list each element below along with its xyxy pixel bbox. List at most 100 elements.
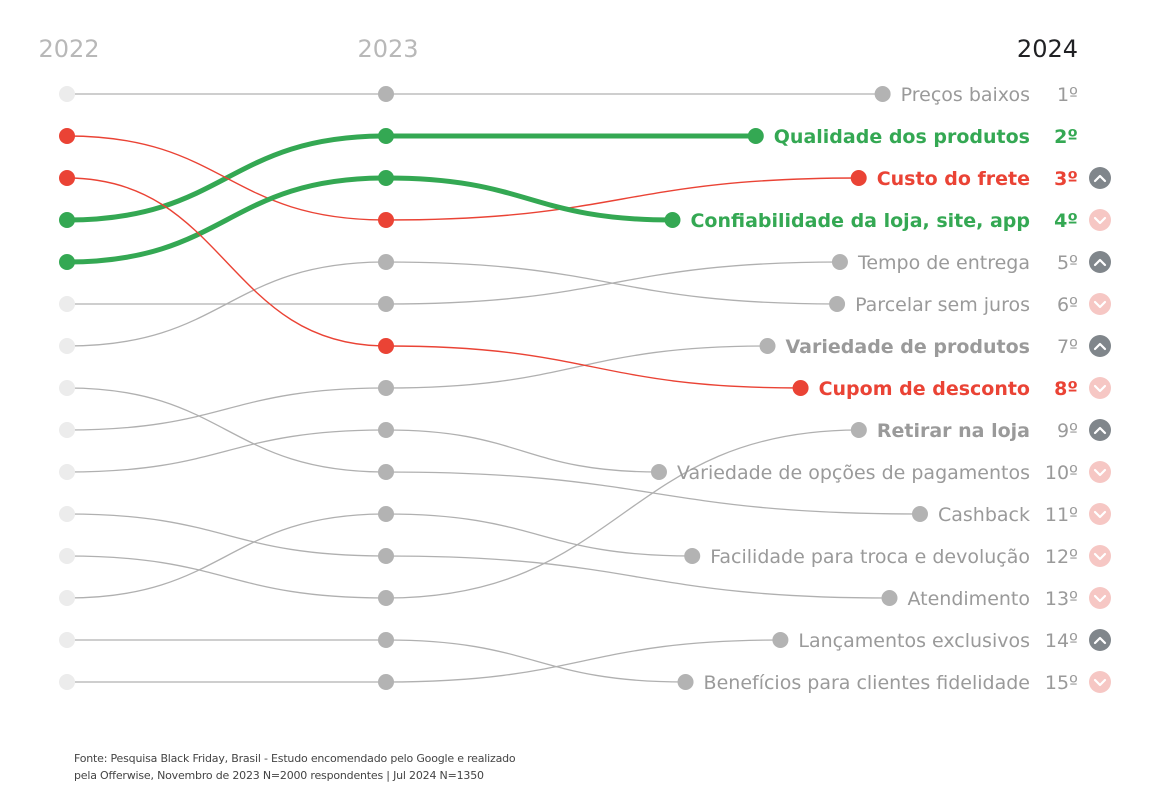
- dot-precos-baixos-2023: [378, 86, 394, 102]
- line-cupom-de-desconto-2023-2024: [385, 345, 801, 389]
- line-facilidade-para-troca-e-devolucao-2023-2024: [385, 513, 693, 557]
- trend-icons: [1089, 167, 1111, 693]
- chevron-up-icon-retirar-na-loja: [1089, 419, 1111, 441]
- rank-parcelar-sem-juros: 6º: [1057, 294, 1078, 316]
- chevron-up-icon-variedade-de-produtos: [1089, 335, 1111, 357]
- label-precos-baixos: Preços baixos: [901, 84, 1030, 106]
- dot-cupom-de-desconto-2024: [792, 380, 809, 396]
- dot-retirar-na-loja-2022: [59, 548, 75, 564]
- line-variedade-de-opcoes-de-pagamentos-2023-2024: [385, 429, 659, 473]
- dot-custo-do-frete-2024: [850, 170, 867, 186]
- dot-parcelar-sem-juros-2023: [378, 254, 394, 270]
- line-custo-do-frete-2023-2024: [385, 177, 859, 221]
- dot-facilidade-para-troca-e-devolucao-2024: [684, 548, 701, 564]
- line-facilidade-para-troca-e-devolucao-2022-2023: [66, 513, 387, 599]
- rank-precos-baixos: 1º: [1057, 84, 1078, 106]
- dot-beneficios-para-clientes-fidelidade-2022: [59, 632, 75, 648]
- dot-custo-do-frete-2023: [378, 212, 394, 228]
- label-cupom-de-desconto: Cupom de desconto: [819, 378, 1030, 400]
- rank-cashback: 11º: [1045, 504, 1078, 526]
- label-custo-do-frete: Custo do frete: [877, 168, 1030, 190]
- chevron-up-icon-custo-do-frete: [1089, 167, 1111, 189]
- dot-facilidade-para-troca-e-devolucao-2022: [59, 590, 75, 606]
- dot-confiabilidade-da-loja-site-app-2024: [664, 212, 681, 228]
- dot-facilidade-para-troca-e-devolucao-2023: [378, 506, 394, 522]
- label-beneficios-para-clientes-fidelidade: Benefícios para clientes fidelidade: [704, 672, 1030, 694]
- chevron-down-icon-beneficios-para-clientes-fidelidade: [1089, 671, 1111, 693]
- chevron-down-icon-variedade-de-opcoes-de-pagamentos: [1089, 461, 1111, 483]
- rank-atendimento: 13º: [1045, 588, 1078, 610]
- rank-variedade-de-opcoes-de-pagamentos: 10º: [1045, 462, 1078, 484]
- rank-facilidade-para-troca-e-devolucao: 12º: [1045, 546, 1078, 568]
- line-variedade-de-opcoes-de-pagamentos-2022-2023: [66, 429, 387, 473]
- line-cashback-2022-2023: [66, 387, 387, 473]
- label-confiabilidade-da-loja-site-app: Confiabilidade da loja, site, app: [690, 210, 1030, 232]
- dot-lancamentos-exclusivos-2022: [59, 674, 75, 690]
- line-retirar-na-loja-2022-2023: [66, 555, 387, 599]
- line-parcelar-sem-juros-2022-2023: [66, 261, 387, 347]
- dot-custo-do-frete-2022: [59, 128, 75, 144]
- dot-tempo-de-entrega-2024: [831, 254, 848, 270]
- dot-tempo-de-entrega-2023: [378, 296, 394, 312]
- label-tempo-de-entrega: Tempo de entrega: [857, 252, 1030, 274]
- line-atendimento-2023-2024: [385, 555, 890, 599]
- label-atendimento: Atendimento: [908, 588, 1031, 610]
- year-label-2023: 2023: [357, 35, 418, 63]
- category-labels: Preços baixos 1º Tempo de entrega 5º Parcela…: [677, 84, 1078, 694]
- line-variedade-de-produtos-2023-2024: [385, 345, 768, 389]
- rank-tempo-de-entrega: 5º: [1057, 252, 1078, 274]
- rank-qualidade-dos-produtos: 2º: [1054, 126, 1078, 148]
- line-lancamentos-exclusivos-2023-2024: [385, 639, 781, 683]
- line-cashback-2023-2024: [385, 471, 920, 515]
- label-cashback: Cashback: [938, 504, 1030, 526]
- dot-atendimento-2023: [378, 548, 394, 564]
- rank-lancamentos-exclusivos: 14º: [1045, 630, 1078, 652]
- dot-qualidade-dos-produtos-2022: [59, 212, 75, 228]
- dot-cashback-2022: [59, 380, 75, 396]
- label-parcelar-sem-juros: Parcelar sem juros: [855, 294, 1030, 316]
- line-confiabilidade-da-loja-site-app-2023-2024: [385, 175, 673, 223]
- line-custo-do-frete-2022-2023: [66, 135, 387, 221]
- rank-beneficios-para-clientes-fidelidade: 15º: [1045, 672, 1078, 694]
- chevron-down-icon-parcelar-sem-juros: [1089, 293, 1111, 315]
- dot-variedade-de-produtos-2023: [378, 380, 394, 396]
- line-variedade-de-produtos-2022-2023: [66, 387, 387, 431]
- dot-cashback-2024: [911, 506, 928, 522]
- dot-atendimento-2022: [59, 506, 75, 522]
- bump-chart: 2022 2023 2024 Preços baixos 1º Tempo de ent…: [38, 35, 1111, 694]
- dot-cupom-de-desconto-2023: [378, 338, 394, 354]
- year-label-2024: 2024: [1017, 35, 1078, 63]
- dot-variedade-de-opcoes-de-pagamentos-2024: [650, 464, 667, 480]
- label-lancamentos-exclusivos: Lançamentos exclusivos: [798, 630, 1030, 652]
- line-confiabilidade-da-loja-site-app-2022-2023: [66, 175, 387, 265]
- line-retirar-na-loja-2023-2024: [385, 429, 859, 599]
- label-variedade-de-opcoes-de-pagamentos: Variedade de opções de pagamentos: [677, 462, 1030, 484]
- dot-confiabilidade-da-loja-site-app-2023: [378, 170, 394, 186]
- footnote-line-2: pela Offerwise, Novembro de 2023 N=2000 …: [74, 769, 484, 782]
- dot-parcelar-sem-juros-2022: [59, 338, 75, 354]
- chevron-up-icon-lancamentos-exclusivos: [1089, 629, 1111, 651]
- dot-tempo-de-entrega-2022: [59, 296, 75, 312]
- label-retirar-na-loja: Retirar na loja: [877, 420, 1030, 442]
- line-beneficios-para-clientes-fidelidade-2023-2024: [385, 639, 686, 683]
- dot-variedade-de-produtos-2024: [759, 338, 776, 354]
- line-atendimento-2022-2023: [66, 513, 387, 557]
- rank-confiabilidade-da-loja-site-app: 4º: [1054, 210, 1078, 232]
- dot-variedade-de-opcoes-de-pagamentos-2022: [59, 464, 75, 480]
- chevron-down-icon-atendimento: [1089, 587, 1111, 609]
- source-footnote: Fonte: Pesquisa Black Friday, Brasil - E…: [74, 750, 516, 784]
- rank-lines: [66, 93, 920, 683]
- dot-parcelar-sem-juros-2024: [829, 296, 846, 312]
- label-facilidade-para-troca-e-devolucao: Facilidade para troca e devolução: [710, 546, 1030, 568]
- dot-variedade-de-opcoes-de-pagamentos-2023: [378, 422, 394, 438]
- dot-variedade-de-produtos-2022: [59, 422, 75, 438]
- rank-custo-do-frete: 3º: [1054, 168, 1078, 190]
- rank-dots: [59, 86, 928, 690]
- year-label-2022: 2022: [38, 35, 99, 63]
- rank-retirar-na-loja: 9º: [1057, 420, 1078, 442]
- dot-retirar-na-loja-2024: [850, 422, 867, 438]
- dot-beneficios-para-clientes-fidelidade-2024: [677, 674, 694, 690]
- line-cupom-de-desconto-2022-2023: [66, 177, 387, 347]
- dot-qualidade-dos-produtos-2023: [378, 128, 394, 144]
- dot-cashback-2023: [378, 464, 394, 480]
